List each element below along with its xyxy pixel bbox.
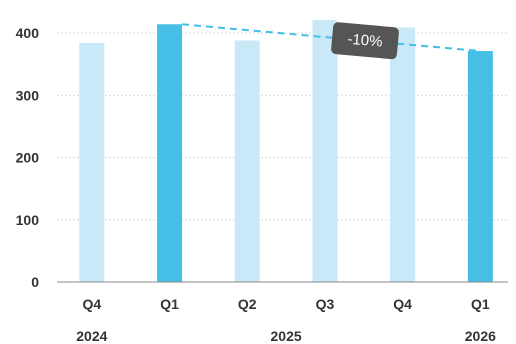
y-axis-ticks: 0 100 200 300 400 <box>16 25 40 290</box>
x-category-label: Q4 <box>393 296 412 312</box>
x-year-label: 2025 <box>271 328 302 344</box>
trend-line <box>181 23 481 53</box>
x-axis-years: 2024 2025 2026 <box>76 328 496 344</box>
gridlines <box>57 32 508 221</box>
x-year-label: 2024 <box>76 328 107 344</box>
bar <box>390 27 416 283</box>
bar <box>79 42 105 283</box>
x-year-label: 2026 <box>465 328 496 344</box>
bars <box>79 19 493 283</box>
y-tick-label: 100 <box>16 212 40 228</box>
x-category-label: Q2 <box>238 296 257 312</box>
callout-label: -10% <box>347 31 383 51</box>
x-category-label: Q1 <box>471 296 490 312</box>
bar <box>467 51 493 282</box>
x-category-label: Q4 <box>83 296 102 312</box>
change-callout: -10% <box>331 22 399 60</box>
y-tick-label: 300 <box>16 87 40 103</box>
x-category-label: Q3 <box>316 296 335 312</box>
bar <box>234 40 260 282</box>
y-tick-label: 400 <box>16 25 40 41</box>
y-tick-label: 200 <box>16 150 40 166</box>
x-category-label: Q1 <box>160 296 179 312</box>
x-axis-categories: Q4 Q1 Q2 Q3 Q4 Q1 <box>83 296 490 312</box>
bar <box>312 19 338 283</box>
y-tick-label: 0 <box>31 274 39 290</box>
callout-background <box>331 22 399 60</box>
bar <box>157 24 183 282</box>
change-annotation: -10% <box>181 22 481 60</box>
